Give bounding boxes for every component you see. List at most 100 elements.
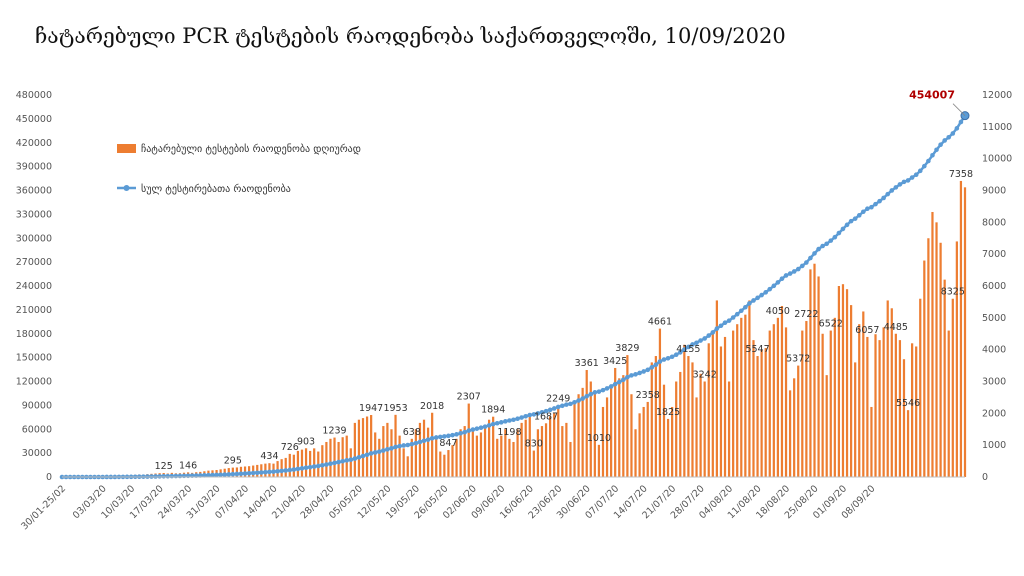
cumulative-point <box>515 416 520 422</box>
cumulative-point <box>946 134 952 140</box>
cumulative-point <box>332 460 337 466</box>
cumulative-point <box>669 354 675 360</box>
bar-data-label: 847 <box>439 438 457 449</box>
daily-bar <box>605 397 609 477</box>
daily-bar <box>711 330 714 477</box>
cumulative-point <box>356 455 362 460</box>
bar-data-label: 3425 <box>603 356 627 367</box>
right-axis-tick-label: 6000 <box>982 281 1006 292</box>
bar-data-label: 295 <box>224 456 242 467</box>
daily-bar <box>516 429 519 477</box>
daily-bar <box>650 362 653 477</box>
cumulative-point <box>958 119 964 125</box>
cumulative-point <box>458 430 463 436</box>
daily-bar <box>483 426 487 477</box>
cumulative-point <box>901 179 907 185</box>
cumulative-point <box>580 396 585 401</box>
cumulative-point <box>165 473 171 479</box>
cumulative-point <box>259 470 264 475</box>
cumulative-point <box>726 318 732 323</box>
daily-bar <box>854 362 857 477</box>
cumulative-point <box>511 417 516 423</box>
cumulative-point <box>153 474 158 479</box>
daily-bar <box>284 457 287 477</box>
right-axis-tick-label: 7000 <box>982 249 1006 260</box>
daily-bar <box>959 180 963 477</box>
cumulative-point <box>747 301 752 306</box>
daily-bar <box>780 305 784 477</box>
right-axis-tick-label: 4000 <box>982 345 1006 356</box>
bar-data-label: 1687 <box>534 411 558 422</box>
cumulative-line-path <box>62 115 967 479</box>
cumulative-point <box>694 340 699 346</box>
daily-bar <box>333 437 336 477</box>
cumulative-point <box>498 420 504 425</box>
cumulative-point <box>657 359 663 364</box>
daily-bar <box>300 449 304 477</box>
cumulative-point <box>543 408 549 414</box>
cumulative-point <box>677 350 683 355</box>
daily-bar <box>504 429 507 477</box>
bar-data-label: 4661 <box>648 317 672 328</box>
bar-data-label: 1198 <box>497 427 521 438</box>
daily-bar <box>292 454 295 477</box>
daily-bar <box>862 311 865 477</box>
cumulative-point <box>238 471 244 477</box>
cumulative-point <box>795 266 801 272</box>
cumulative-point <box>417 439 423 445</box>
cumulative-point <box>629 373 634 378</box>
cumulative-point <box>246 470 252 476</box>
cumulative-point <box>783 273 789 278</box>
cumulative-point <box>861 209 866 215</box>
daily-bar <box>642 406 645 477</box>
daily-bar <box>634 429 637 477</box>
cumulative-point <box>283 468 289 473</box>
bar-data-label: 5547 <box>745 344 769 355</box>
daily-bar <box>487 419 491 477</box>
daily-bar <box>723 336 727 477</box>
cumulative-point <box>673 352 679 357</box>
daily-bar <box>784 327 788 477</box>
right-axis-tick-label: 10000 <box>982 154 1012 165</box>
bar-data-label: 1894 <box>481 405 505 416</box>
daily-bar <box>280 459 283 477</box>
left-axis-tick-label: 90000 <box>22 400 52 411</box>
left-axis-tick-label: 240000 <box>16 281 52 292</box>
daily-bar <box>593 391 596 477</box>
cumulative-point <box>169 473 175 479</box>
cumulative-point <box>230 471 236 477</box>
daily-bar <box>357 419 361 477</box>
cumulative-point <box>218 472 223 478</box>
cumulative-point <box>555 404 561 410</box>
cumulative-point <box>873 201 878 207</box>
daily-bar <box>353 422 356 477</box>
cumulative-point <box>930 152 935 158</box>
cumulative-point <box>454 432 459 437</box>
daily-bar <box>431 412 434 477</box>
daily-bar <box>406 456 409 477</box>
cumulative-point <box>368 451 374 456</box>
cumulative-point <box>706 333 712 338</box>
daily-bar <box>947 330 950 477</box>
daily-bar <box>528 416 531 477</box>
cumulative-point <box>869 204 874 210</box>
daily-bar <box>833 317 836 477</box>
daily-bar <box>821 333 824 477</box>
cumulative-point <box>791 269 797 274</box>
daily-bar <box>313 448 316 477</box>
daily-bar <box>849 305 853 477</box>
cumulative-point <box>466 428 472 433</box>
left-axis-tick-label: 330000 <box>16 209 52 220</box>
daily-bar <box>614 367 617 477</box>
cumulative-point <box>429 435 435 441</box>
cumulative-point <box>287 467 293 473</box>
daily-bar <box>597 444 601 477</box>
cumulative-point <box>303 465 309 471</box>
cumulative-point <box>226 472 232 477</box>
cumulative-point <box>421 438 427 444</box>
cumulative-point <box>665 355 671 361</box>
cumulative-point <box>938 142 943 148</box>
daily-bar <box>573 403 576 477</box>
daily-bar <box>638 413 641 477</box>
